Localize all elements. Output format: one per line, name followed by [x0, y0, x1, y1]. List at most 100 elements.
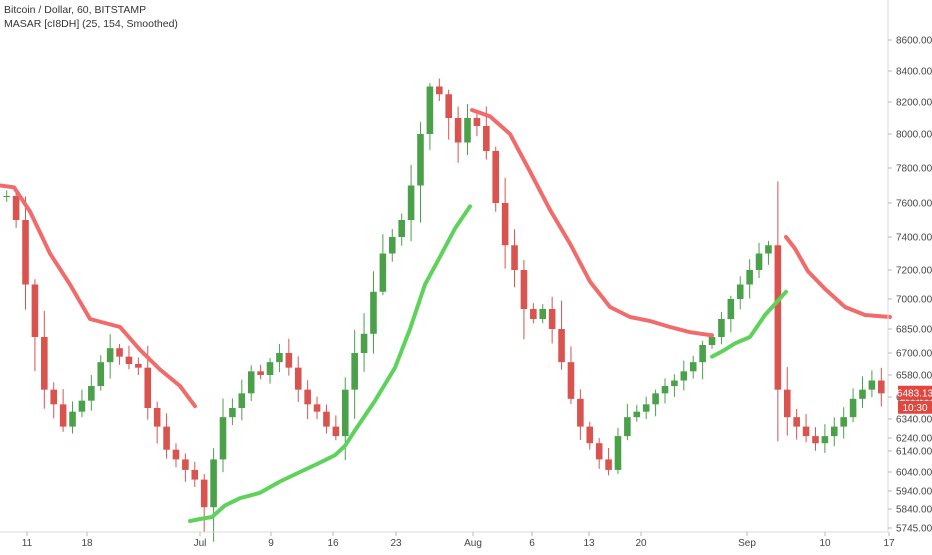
- candle-body: [285, 353, 293, 368]
- y-tick-label: 6140.00: [896, 447, 932, 458]
- candle-body: [774, 245, 782, 390]
- candle-body: [708, 337, 716, 345]
- legend: Bitcoin / Dollar, 60, BITSTAMP MASAR [cI…: [4, 3, 178, 31]
- y-tick-label: 5840.00: [896, 505, 932, 516]
- candle-body: [22, 220, 29, 285]
- x-tick-label: 17: [883, 538, 895, 549]
- x-axis: 11 18 Jul 9 16 23 Aug 6 13 20 Sep 10 17: [22, 532, 895, 549]
- candle-body: [351, 353, 358, 390]
- candle-body: [97, 362, 105, 386]
- y-axis: 5745.00 5840.00 5940.00 6040.00 6140.00 6240.…: [888, 36, 932, 535]
- y-tick-label: 7400.00: [896, 233, 932, 244]
- candlestick-layer: [3, 78, 885, 542]
- y-tick-label: 6580.00: [896, 371, 932, 382]
- bearish-line: [470, 108, 714, 338]
- bullish-line: [710, 289, 788, 359]
- candle-body: [360, 333, 368, 353]
- candle-body: [614, 436, 622, 470]
- candle-body: [501, 203, 509, 246]
- y-tick-label: 7200.00: [896, 266, 932, 277]
- candle-body: [3, 196, 10, 197]
- candle-body: [116, 348, 123, 357]
- candle-body: [426, 86, 434, 134]
- y-tick-label: 5745.00: [896, 524, 932, 535]
- candle-body: [633, 411, 641, 418]
- y-tick-label: 6240.00: [896, 434, 932, 445]
- candle-body: [247, 371, 255, 394]
- candle-body: [548, 309, 556, 329]
- bearish-line: [784, 235, 892, 319]
- candle-body: [135, 364, 142, 368]
- candle-body: [276, 353, 283, 363]
- candle-body: [765, 245, 772, 254]
- candle-body: [163, 426, 170, 450]
- candle-body: [229, 408, 236, 418]
- x-tick-label: 20: [635, 538, 647, 549]
- candle-body: [219, 417, 227, 460]
- candle-body: [812, 436, 819, 444]
- candle-body: [624, 417, 631, 437]
- candle-body: [558, 329, 565, 363]
- candle-body: [341, 389, 349, 437]
- y-tick-label: 8600.00: [896, 36, 932, 47]
- candle-body: [652, 393, 659, 405]
- candle-body: [294, 367, 302, 390]
- candle-body: [398, 220, 405, 237]
- y-tick-label: 6700.00: [896, 349, 932, 360]
- price-badge: [898, 385, 932, 400]
- chart-title: Bitcoin / Dollar, 60, BITSTAMP: [4, 4, 147, 16]
- candle-body: [577, 398, 584, 427]
- candle-body: [821, 436, 829, 444]
- candle-body: [595, 443, 603, 460]
- candle-body: [41, 337, 48, 390]
- x-tick-label: 10: [819, 538, 831, 549]
- candle-body: [436, 86, 443, 95]
- candle-body: [680, 371, 688, 381]
- candle-body: [586, 426, 594, 444]
- candle-body: [849, 398, 857, 418]
- y-tick-label: 7600.00: [896, 199, 932, 210]
- bearish-line: [0, 183, 197, 409]
- y-tick-label: 6040.00: [896, 468, 932, 479]
- candle-body: [370, 291, 377, 334]
- candle-body: [59, 404, 67, 427]
- x-tick-label: 13: [583, 538, 595, 549]
- candle-body: [69, 411, 76, 427]
- candle-body: [153, 408, 161, 427]
- candle-body: [727, 299, 735, 319]
- candle-body: [388, 237, 396, 254]
- y-tick-label: 5940.00: [896, 487, 932, 498]
- candle-body: [172, 449, 180, 460]
- candle-body: [144, 367, 152, 408]
- candle-body: [473, 118, 481, 126]
- candle-body: [106, 348, 114, 363]
- candle-body: [605, 459, 612, 470]
- x-tick-label: Aug: [464, 538, 482, 549]
- candle-body: [454, 118, 462, 143]
- x-tick-label: Sep: [738, 538, 756, 549]
- candle-body: [483, 126, 490, 151]
- x-tick-label: Jul: [194, 538, 207, 549]
- candle-body: [520, 270, 528, 309]
- candle-body: [642, 404, 650, 412]
- candle-body: [379, 253, 387, 292]
- candle-body: [323, 411, 330, 427]
- candle-body: [699, 345, 706, 363]
- bullish-line: [188, 204, 472, 523]
- candle-body: [464, 118, 471, 143]
- candle-body: [689, 362, 697, 372]
- candle-body: [266, 362, 274, 375]
- candle-body: [868, 380, 876, 390]
- indicator-lines: [0, 108, 892, 523]
- x-tick-label: 23: [390, 538, 402, 549]
- x-tick-label: 18: [81, 538, 93, 549]
- candle-body: [417, 134, 424, 186]
- candle-body: [530, 309, 537, 319]
- candle-body: [840, 417, 847, 427]
- y-tick-label: 6850.00: [896, 325, 932, 336]
- price-badge-label: 6483.13: [897, 388, 932, 399]
- y-tick-label: 8200.00: [896, 98, 932, 109]
- candle-body: [182, 459, 189, 470]
